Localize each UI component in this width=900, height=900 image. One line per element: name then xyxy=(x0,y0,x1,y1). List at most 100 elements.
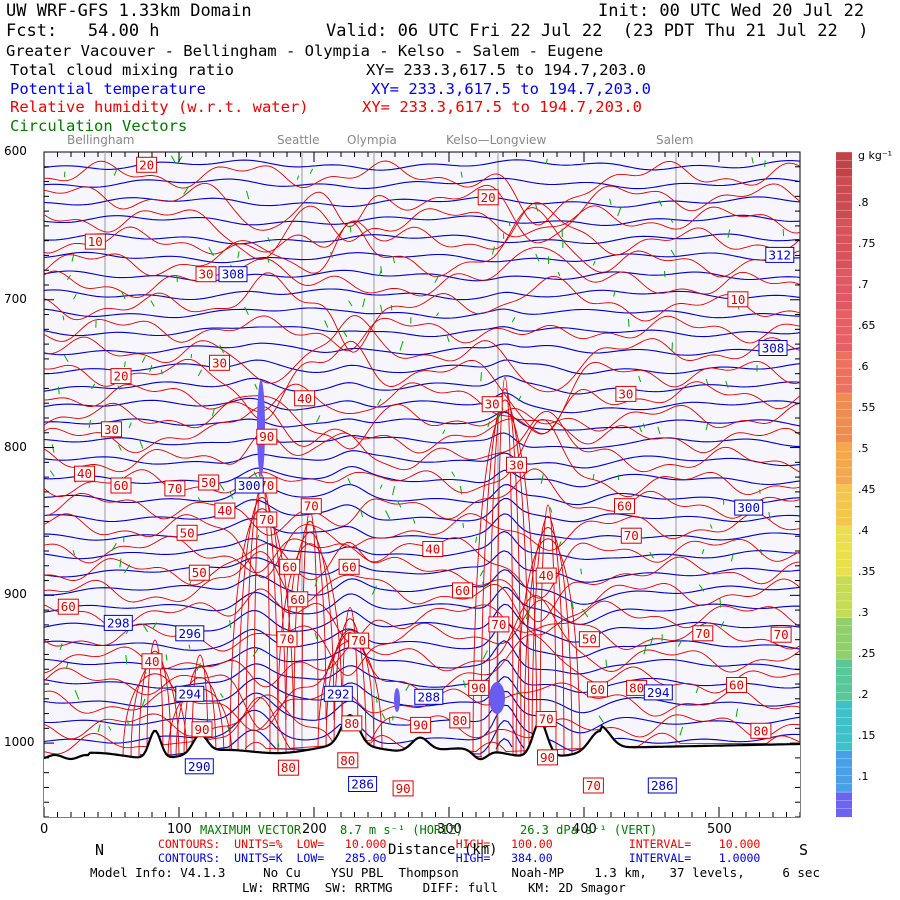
colorbar-swatch xyxy=(836,692,852,702)
colorbar-swatch xyxy=(836,792,852,801)
north-label: N xyxy=(95,841,105,859)
y-tick-label: 1000 xyxy=(4,735,35,750)
circulation-vector xyxy=(330,251,333,259)
y-tick-label: 800 xyxy=(4,439,27,454)
rh-contour xyxy=(43,595,801,688)
circulation-vector xyxy=(570,599,575,610)
circulation-vector xyxy=(71,253,75,262)
colorbar-swatch xyxy=(836,301,852,311)
theta-contour xyxy=(43,676,801,714)
colorbar-swatch xyxy=(836,309,852,319)
circulation-vector xyxy=(727,229,731,238)
rh-contour xyxy=(43,207,801,278)
rh-label-box xyxy=(256,428,278,445)
rh-contour xyxy=(43,588,801,643)
theta-label: 286 xyxy=(351,777,374,792)
circulation-vector xyxy=(349,225,352,233)
max-vector-horiz: 8.7 m s⁻¹ (HORIZ) xyxy=(340,823,463,837)
circulation-vector xyxy=(442,429,446,435)
circulation-vector xyxy=(396,500,402,508)
theta-label: 312 xyxy=(769,247,792,262)
circulation-vector xyxy=(434,275,440,283)
x-axis-title: Distance (km) xyxy=(388,842,498,858)
rh-contour xyxy=(43,542,801,623)
rh-label: 60 xyxy=(342,559,357,574)
circulation-vector xyxy=(638,375,642,383)
circulation-vector xyxy=(237,251,240,259)
rh-label: 70 xyxy=(259,512,274,527)
circulation-vector xyxy=(314,579,318,587)
circulation-vector xyxy=(141,356,146,363)
colorbar-swatch xyxy=(836,592,852,602)
city-label-olympia: Olympia xyxy=(347,133,397,147)
circulation-vector xyxy=(176,274,178,283)
colorbar-tick-label: .7 xyxy=(858,278,869,291)
rh-label-box xyxy=(176,524,198,541)
circulation-vector xyxy=(74,690,80,700)
rh-label-box xyxy=(110,477,132,494)
rh-contour xyxy=(43,340,801,435)
circulation-vector xyxy=(446,336,450,343)
colorbar-swatch xyxy=(836,260,852,269)
rh-label-box xyxy=(57,598,79,615)
circulation-vector xyxy=(517,690,522,698)
colorbar-swatch xyxy=(836,758,852,768)
circulation-vector xyxy=(66,274,72,281)
circulation-vector xyxy=(463,680,466,688)
colorbar-swatch xyxy=(836,775,852,785)
colorbar-tick-label: .35 xyxy=(858,565,876,578)
rh-label: 90 xyxy=(396,781,411,796)
rh-label: 20 xyxy=(139,157,154,172)
circulation-vector xyxy=(117,385,121,390)
theta-label-box xyxy=(758,340,788,356)
circulation-vector xyxy=(525,610,530,620)
theta-contour xyxy=(43,342,801,356)
circulation-vector xyxy=(592,260,596,266)
circulation-vector xyxy=(183,185,190,195)
rh-label-box xyxy=(256,511,278,528)
theta-contour xyxy=(43,621,801,659)
colorbar-unit: g kg⁻¹ xyxy=(858,149,893,162)
rh-label-box xyxy=(338,558,360,575)
colorbar-swatch xyxy=(836,226,852,236)
rh-label-box xyxy=(449,712,471,729)
theta-label-box xyxy=(218,266,248,283)
rh-label: 60 xyxy=(729,678,744,693)
circulation-vector xyxy=(58,386,60,395)
colorbar-swatch xyxy=(836,251,852,261)
colorbar-swatch xyxy=(836,218,852,228)
circulation-vector xyxy=(413,519,416,524)
theta-contour xyxy=(43,233,801,245)
circulation-vector xyxy=(482,650,488,660)
rh-label-box xyxy=(337,752,359,769)
rh-contour xyxy=(43,182,801,244)
rh-contour xyxy=(496,377,514,761)
colorbar-swatch xyxy=(836,750,852,760)
circulation-vector xyxy=(558,541,562,546)
colorbar-swatch xyxy=(836,517,852,527)
circulation-vector xyxy=(405,684,410,692)
circulation-vector xyxy=(73,294,77,300)
valid-time: Valid: 06 UTC Fri 22 Jul 22 (23 PDT Thu … xyxy=(326,21,869,41)
field-theta-xy: XY= 233.3,617.5 to 194.7,203.0 xyxy=(371,80,651,98)
circulation-vector xyxy=(497,412,500,422)
rh-label: 60 xyxy=(290,592,305,607)
circulation-vector xyxy=(208,247,214,257)
rh-contour xyxy=(43,395,801,450)
rh-contour xyxy=(43,406,801,454)
x-tick-label: 300 xyxy=(437,822,462,837)
circulation-vector xyxy=(719,598,722,608)
theta-contour xyxy=(43,704,801,752)
south-label: S xyxy=(799,841,809,859)
rh-label-box xyxy=(506,456,527,473)
circulation-vector xyxy=(197,497,202,503)
terrain-fill xyxy=(44,715,800,817)
colorbar-swatch xyxy=(836,567,852,577)
circulation-vector xyxy=(124,361,126,368)
rh-contour xyxy=(43,535,801,599)
colorbar-swatch xyxy=(836,393,852,402)
rh-label: 40 xyxy=(539,568,554,583)
rh-label-box xyxy=(101,421,122,438)
colorbar-swatch xyxy=(836,185,852,195)
rh-contour xyxy=(43,315,801,393)
